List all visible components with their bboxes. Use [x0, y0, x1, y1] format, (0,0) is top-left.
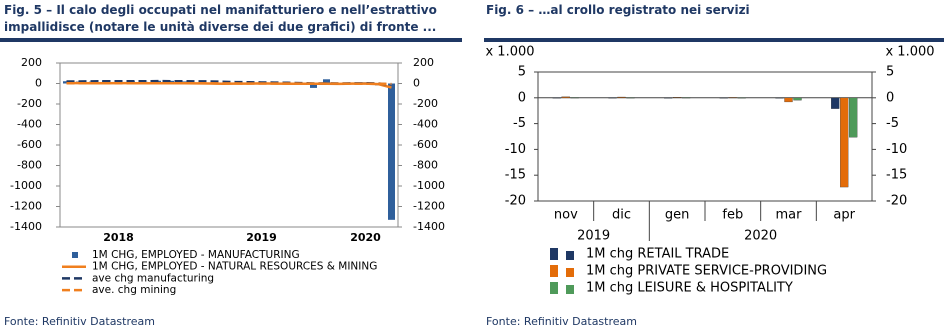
- bar: [561, 96, 570, 98]
- bar: [849, 97, 858, 138]
- chart-title: Fig. 5 – Il calo degli occupati nel mani…: [4, 3, 437, 34]
- line: [66, 81, 392, 86]
- y2-tick-label: 0: [413, 77, 420, 90]
- rule: [484, 38, 944, 42]
- y-tick-label: -15: [505, 168, 526, 183]
- bar: [737, 97, 746, 99]
- legend-marker: [566, 251, 574, 260]
- y2-tick-label: -200: [413, 97, 438, 110]
- legend-label: 1M chg RETAIL TRADE: [586, 247, 729, 262]
- bar: [831, 97, 840, 109]
- x-tick-label: mar: [776, 208, 803, 223]
- y2-tick-label: -600: [413, 138, 438, 151]
- year-label: 2019: [577, 229, 610, 244]
- bar: [775, 97, 784, 99]
- x-tick-label: apr: [833, 208, 855, 223]
- y2-tick-label: -5: [886, 116, 899, 131]
- legend-label: 1M CHG, EMPLOYED - NATURAL RESOURCES & M…: [92, 261, 377, 273]
- plot-frame: [537, 71, 873, 202]
- bar: [310, 83, 317, 88]
- bar: [728, 97, 737, 99]
- legend-marker: [566, 268, 574, 277]
- bar: [793, 97, 802, 101]
- rule: [0, 38, 462, 42]
- y-tick-label: -5: [513, 116, 526, 131]
- legend-marker: [72, 252, 78, 258]
- bar: [552, 97, 561, 99]
- y2-tick-label: 5: [886, 65, 894, 80]
- y2-tick-label: -400: [413, 118, 438, 131]
- bar: [664, 97, 673, 99]
- y-tick-label: -1200: [10, 200, 42, 213]
- bar: [626, 97, 635, 99]
- legend-marker: [550, 248, 558, 260]
- x-tick-label: feb: [722, 208, 743, 223]
- source: Fonte: Refinitiv Datastream: [4, 315, 155, 328]
- legend-marker: [566, 285, 574, 294]
- legend-label: 1M chg LEISURE & HOSPITALITY: [586, 281, 793, 296]
- x-tick-label: dic: [612, 208, 631, 223]
- y2-tick-label: -1200: [413, 200, 445, 213]
- plot-frame: [59, 62, 399, 228]
- source: Fonte: Refinitiv Datastream: [486, 315, 637, 328]
- y-tick-label: -800: [17, 159, 42, 172]
- x-tick-label: nov: [554, 208, 578, 223]
- y-tick-label: -10: [505, 142, 526, 157]
- legend-label: 1M chg PRIVATE SERVICE-PROVIDING: [586, 264, 827, 279]
- y-tick-label: -20: [505, 194, 526, 209]
- y2-tick-label: -1400: [413, 220, 445, 233]
- chart-title: Fig. 6 – …al crollo registrato nei servi…: [486, 3, 750, 17]
- y-tick-label: -1400: [10, 220, 42, 233]
- bar: [682, 97, 691, 99]
- x-tick-label: 2018: [103, 231, 134, 244]
- y-tick-label: -600: [17, 138, 42, 151]
- bar: [673, 97, 682, 98]
- y-tick-label: -200: [17, 97, 42, 110]
- y2-tick-label: 0: [886, 90, 894, 105]
- y2-tick-label: -15: [886, 168, 907, 183]
- legend-label: 1M CHG, EMPLOYED - MANUFACTURING: [92, 249, 300, 261]
- y2-tick-label: 200: [413, 56, 434, 69]
- x-tick-label: gen: [665, 208, 690, 223]
- bar: [608, 97, 617, 99]
- y-tick-label: 0: [518, 90, 526, 105]
- x-tick-label: 2019: [246, 231, 277, 244]
- y2-tick-label: -800: [413, 159, 438, 172]
- legend-marker: [550, 265, 558, 277]
- y-tick-label: -1000: [10, 179, 42, 192]
- y2-tick-label: -1000: [413, 179, 445, 192]
- y-tick-label: 200: [21, 56, 42, 69]
- unit-label: x 1.000: [485, 45, 534, 60]
- bar: [617, 96, 626, 98]
- bar: [388, 83, 395, 220]
- legend-label: ave. chg mining: [92, 284, 176, 296]
- bar: [719, 97, 728, 99]
- legend-label: ave chg manufacturing: [92, 272, 214, 284]
- y2-tick-label: -10: [886, 142, 907, 157]
- year-label: 2020: [744, 229, 777, 244]
- bar: [840, 97, 849, 188]
- bar: [323, 79, 330, 84]
- unit-label: x 1.000: [885, 45, 934, 60]
- bar: [570, 97, 579, 99]
- legend-marker: [550, 282, 558, 294]
- bar: [784, 97, 793, 103]
- x-tick-label: 2020: [350, 231, 381, 244]
- y-tick-label: -400: [17, 118, 42, 131]
- y2-tick-label: -20: [886, 194, 907, 209]
- y-tick-label: 5: [518, 65, 526, 80]
- y-tick-label: 0: [35, 77, 42, 90]
